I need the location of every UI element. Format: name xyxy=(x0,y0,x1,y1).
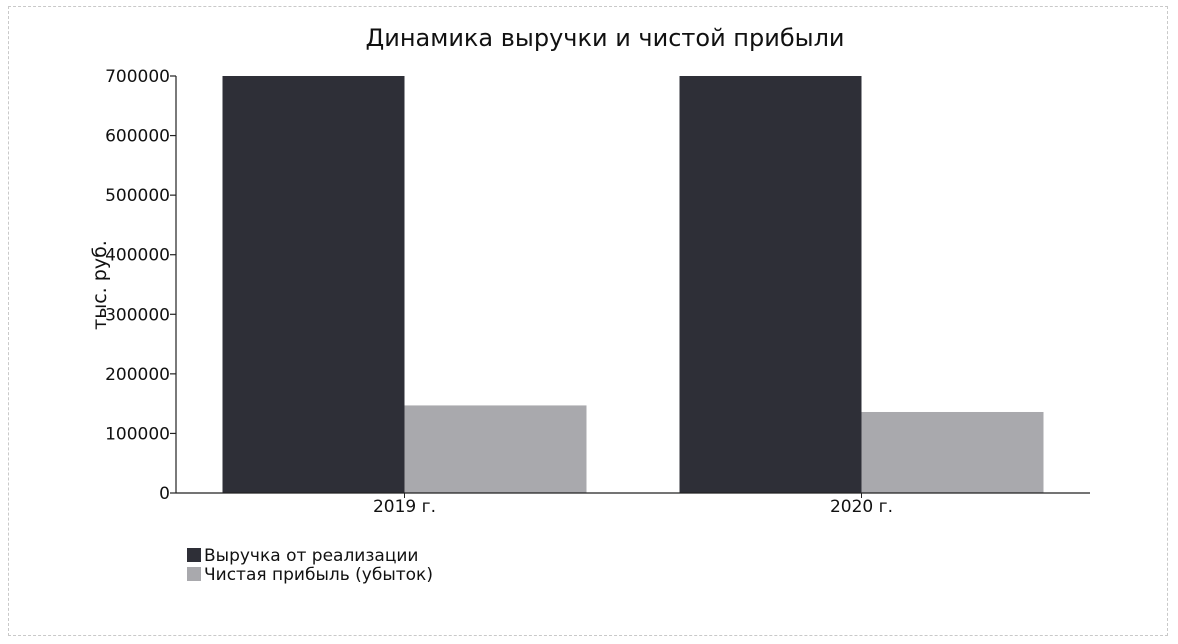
y-tick-label: 100000 xyxy=(105,424,170,444)
bar xyxy=(679,76,862,493)
y-tick-label: 200000 xyxy=(105,365,170,385)
y-tick-label: 700000 xyxy=(105,67,170,87)
x-tick-label: 2019 г. xyxy=(373,497,436,517)
bars xyxy=(222,76,1044,493)
y-tick-label: 400000 xyxy=(105,246,170,266)
legend-swatch xyxy=(187,548,201,562)
legend-swatch xyxy=(187,567,201,581)
y-tick-label: 300000 xyxy=(105,305,170,325)
y-axis-label: тыс. руб. xyxy=(89,240,111,330)
y-tick-label: 0 xyxy=(159,484,170,504)
bar xyxy=(404,405,587,493)
chart-frame xyxy=(8,6,1168,636)
x-tick-label: 2020 г. xyxy=(830,497,893,517)
legend-label: Чистая прибыль (убыток) xyxy=(204,565,433,585)
bar xyxy=(861,411,1044,493)
legend-label: Выручка от реализации xyxy=(204,546,418,566)
chart-title: Динамика выручки и чистой прибыли xyxy=(365,24,844,52)
bar xyxy=(222,76,405,493)
y-axis-ticks: 0 100000 200000 300000 400000 500000 600000 700… xyxy=(105,67,176,504)
y-tick-label: 600000 xyxy=(105,127,170,147)
y-tick-label: 500000 xyxy=(105,186,170,206)
x-axis-ticks: 2019 г. 2020 г. xyxy=(373,493,893,517)
